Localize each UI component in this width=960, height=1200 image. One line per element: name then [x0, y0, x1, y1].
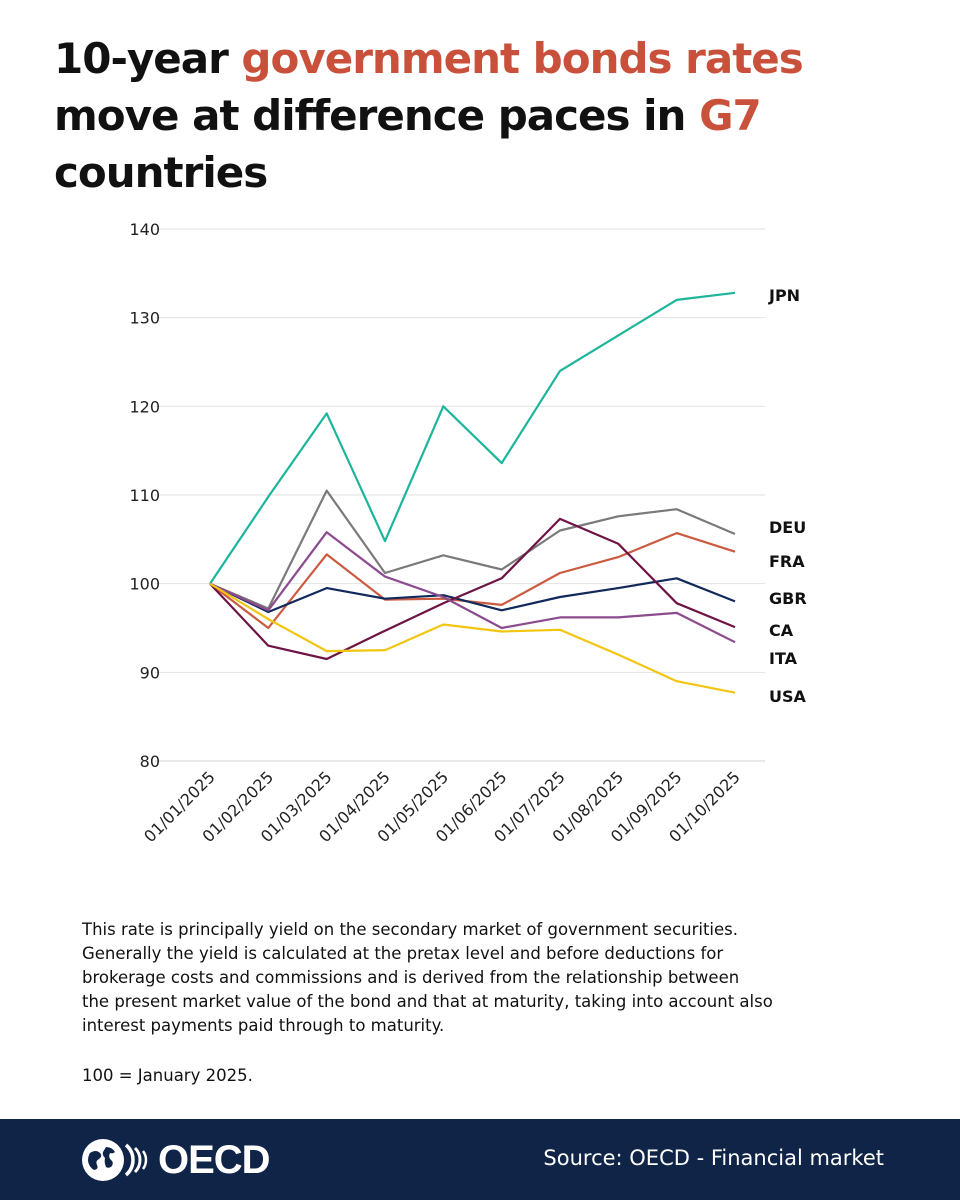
series-label-jpn: JPN — [768, 286, 800, 305]
chart-gridlines — [155, 228, 765, 762]
note-line-3: brokerage costs and commissions and is d… — [82, 968, 740, 987]
chart-description: This rate is principally yield on the se… — [82, 918, 882, 1038]
footer-bar: OECD Source: OECD - Financial market — [0, 1119, 960, 1200]
series-line-deu — [209, 489, 736, 610]
note-line-4: the present market value of the bond and… — [82, 992, 773, 1011]
series-label-ca: CA — [769, 621, 794, 640]
series-line-usa — [209, 582, 736, 694]
title-highlight-g7: G7 — [699, 91, 762, 140]
y-tick-label: 100 — [129, 575, 160, 594]
title-part-2: move at difference paces in — [54, 91, 700, 140]
line-chart: 80 90 100 110 120 130 140 01/01/202501/02/2025… — [129, 220, 807, 846]
source-text: Source: OECD - Financial market — [543, 1146, 884, 1170]
title-part-3: countries — [54, 148, 268, 197]
note-line-5: interest payments paid through to maturi… — [82, 1016, 445, 1035]
y-tick-label: 130 — [129, 309, 160, 328]
series-line-ita — [209, 531, 736, 644]
chart-series-labels: JPN DEU FRA GBR CA ITA USA — [768, 286, 807, 706]
y-axis-ticks: 80 90 100 110 120 130 140 — [129, 220, 160, 771]
series-line-gbr — [209, 577, 736, 614]
y-tick-label: 80 — [140, 752, 160, 771]
series-line-ca — [209, 517, 736, 661]
y-tick-label: 120 — [129, 397, 160, 416]
series-label-gbr: GBR — [769, 589, 807, 608]
series-line-jpn — [209, 291, 736, 585]
y-tick-label: 140 — [129, 220, 160, 239]
series-label-usa: USA — [769, 687, 807, 706]
globe-icon — [82, 1139, 148, 1181]
series-label-fra: FRA — [769, 552, 805, 571]
series-label-ita: ITA — [769, 649, 798, 668]
series-label-deu: DEU — [769, 518, 806, 537]
title-highlight-bonds: government bonds rates — [241, 34, 803, 83]
y-tick-label: 90 — [140, 663, 160, 682]
chart-series-lines — [209, 291, 736, 694]
note-line-1: This rate is principally yield on the se… — [82, 920, 739, 939]
y-tick-label: 110 — [129, 486, 160, 505]
x-axis-ticks: 01/01/202501/02/202501/03/202501/04/2025… — [140, 767, 744, 846]
title-part-1: 10-year — [54, 34, 242, 83]
note-line-2: Generally the yield is calculated at the… — [82, 944, 724, 963]
logo-text: OECD — [158, 1137, 271, 1182]
base-note: 100 = January 2025. — [82, 1066, 253, 1085]
oecd-logo[interactable]: OECD — [80, 1137, 271, 1183]
chart-title: 10-year government bonds rates move at d… — [54, 30, 934, 201]
